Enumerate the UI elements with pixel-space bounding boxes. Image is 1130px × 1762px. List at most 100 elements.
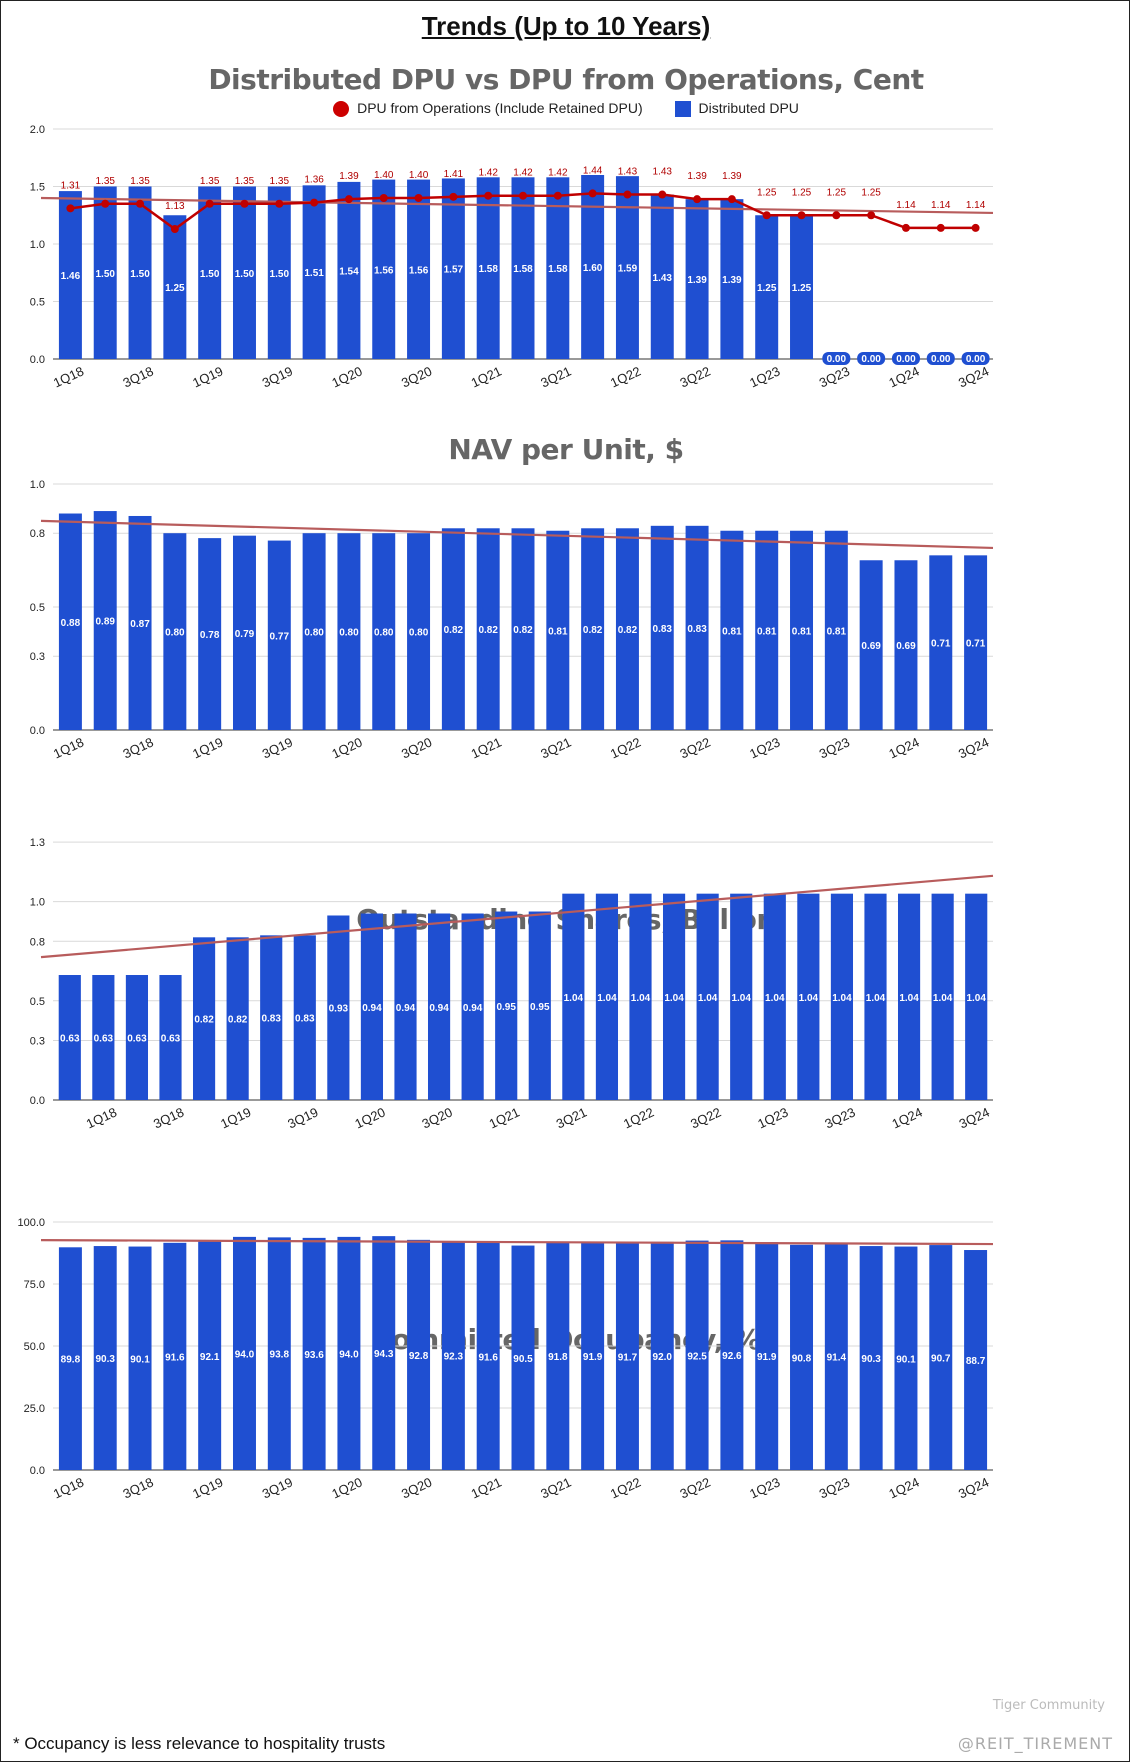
- bar: [562, 893, 585, 1100]
- bar-value-label: 0.63: [94, 1034, 114, 1045]
- bar-value-label: 1.04: [866, 993, 886, 1004]
- bar: [267, 1237, 291, 1470]
- bar: [495, 911, 518, 1100]
- x-tick-label: 1Q24: [886, 1474, 921, 1501]
- bar: [546, 177, 570, 359]
- bar-value-label: 90.1: [896, 1354, 916, 1365]
- x-tick-label: 3Q21: [554, 1104, 589, 1131]
- x-tick-label: 3Q22: [678, 1474, 713, 1501]
- bar-value-label: 0.81: [722, 626, 742, 637]
- bar-value-label: 1.46: [61, 271, 81, 282]
- bar: [461, 913, 484, 1100]
- bar-value-label: 0.71: [931, 639, 951, 650]
- x-tick-label: 1Q21: [469, 363, 504, 390]
- bar: [546, 530, 570, 730]
- bar-value-label: 94.0: [339, 1349, 359, 1360]
- x-tick-label: 3Q24: [956, 1474, 991, 1501]
- line-point: [693, 195, 702, 204]
- x-tick-label: 3Q18: [151, 1104, 186, 1131]
- line-value-label: 1.39: [339, 171, 359, 182]
- x-tick-label: 3Q23: [817, 363, 852, 390]
- bar: [929, 1245, 953, 1470]
- bar-value-label: 0.00: [966, 354, 986, 365]
- line-point: [275, 199, 284, 208]
- bar: [226, 937, 249, 1100]
- bar-value-label: 0.71: [966, 639, 986, 650]
- y-tick-label: 2.0: [30, 124, 45, 136]
- bar: [163, 1242, 187, 1470]
- x-tick-label: 1Q21: [469, 1474, 504, 1501]
- bar: [337, 533, 361, 730]
- bar-value-label: 0.80: [304, 628, 324, 639]
- line-value-label: 1.43: [618, 167, 638, 178]
- bar: [407, 1239, 431, 1470]
- bar: [859, 1246, 883, 1470]
- bar-value-label: 94.0: [235, 1349, 255, 1360]
- bar-value-label: 1.51: [304, 268, 324, 279]
- dpu-legend: DPU from Operations (Include Retained DP…: [1, 99, 1130, 117]
- line-point: [519, 191, 527, 200]
- bar-value-label: 1.39: [722, 275, 742, 286]
- bar: [327, 915, 350, 1100]
- y-tick-label: 75.0: [24, 1279, 45, 1291]
- x-tick-label: 1Q23: [747, 363, 782, 390]
- bar-value-label: 0.82: [478, 625, 498, 636]
- bar-value-label: 89.8: [61, 1355, 81, 1366]
- bar-value-label: 1.04: [933, 993, 953, 1004]
- trendline: [40, 196, 994, 215]
- bar-value-label: 1.43: [653, 273, 673, 284]
- bar-value-label: 0.81: [827, 626, 847, 637]
- y-tick-label: 0.8: [30, 528, 45, 540]
- bar-value-label: 1.04: [664, 993, 684, 1004]
- bar: [511, 1245, 535, 1470]
- x-tick-label: 1Q22: [608, 363, 643, 390]
- bar-value-label: 1.54: [339, 266, 359, 277]
- line-value-label: 1.14: [966, 200, 986, 211]
- y-tick-label: 50.0: [24, 1341, 45, 1353]
- bar-value-label: 0.89: [95, 617, 115, 628]
- legend-line-label: DPU from Operations (Include Retained DP…: [357, 99, 643, 116]
- x-tick-label: 3Q24: [956, 363, 991, 390]
- bar: [92, 975, 115, 1100]
- legend-bar-label: Distributed DPU: [698, 99, 799, 116]
- x-tick-label: 3Q22: [688, 1104, 723, 1131]
- x-tick-label: 3Q18: [121, 734, 156, 761]
- bar: [797, 893, 820, 1100]
- x-tick-label: 1Q19: [218, 1104, 253, 1131]
- red-dot-icon: [333, 100, 350, 117]
- bar: [372, 1236, 396, 1470]
- bar: [931, 893, 954, 1100]
- bar-value-label: 92.1: [200, 1352, 220, 1363]
- bar: [685, 199, 709, 359]
- line-value-label: 1.25: [757, 187, 777, 198]
- bar-value-label: 0.69: [896, 641, 916, 652]
- bar: [441, 178, 465, 359]
- bar-value-label: 91.9: [757, 1352, 777, 1363]
- bar-value-label: 1.50: [130, 269, 150, 280]
- line-value-label: 1.14: [931, 200, 951, 211]
- bar-value-label: 1.58: [513, 264, 533, 275]
- bar-value-label: 0.00: [861, 354, 881, 365]
- bar: [790, 530, 814, 730]
- line-value-label: 1.35: [95, 176, 115, 187]
- y-tick-label: 0.3: [30, 651, 45, 663]
- bar-value-label: 0.77: [270, 631, 290, 642]
- bar: [894, 560, 918, 730]
- line-value-label: 1.42: [513, 168, 533, 179]
- x-tick-label: 3Q19: [260, 363, 295, 390]
- bar: [650, 525, 674, 730]
- bar: [159, 975, 182, 1100]
- x-tick-label: 1Q23: [747, 1474, 782, 1501]
- bar: [476, 1242, 500, 1470]
- bar-value-label: 0.83: [687, 624, 707, 635]
- line-point: [971, 223, 980, 232]
- x-tick-label: 1Q23: [755, 1104, 790, 1131]
- bar: [528, 911, 551, 1100]
- bar-value-label: 1.50: [235, 269, 255, 280]
- bar-value-label: 0.00: [827, 354, 847, 365]
- x-tick-label: 1Q19: [190, 1474, 225, 1501]
- bar-value-label: 0.82: [513, 625, 533, 636]
- y-tick-label: 1.0: [30, 479, 45, 491]
- line-point: [484, 191, 493, 200]
- legend-item-distributed-dpu: Distributed DPU: [674, 99, 799, 117]
